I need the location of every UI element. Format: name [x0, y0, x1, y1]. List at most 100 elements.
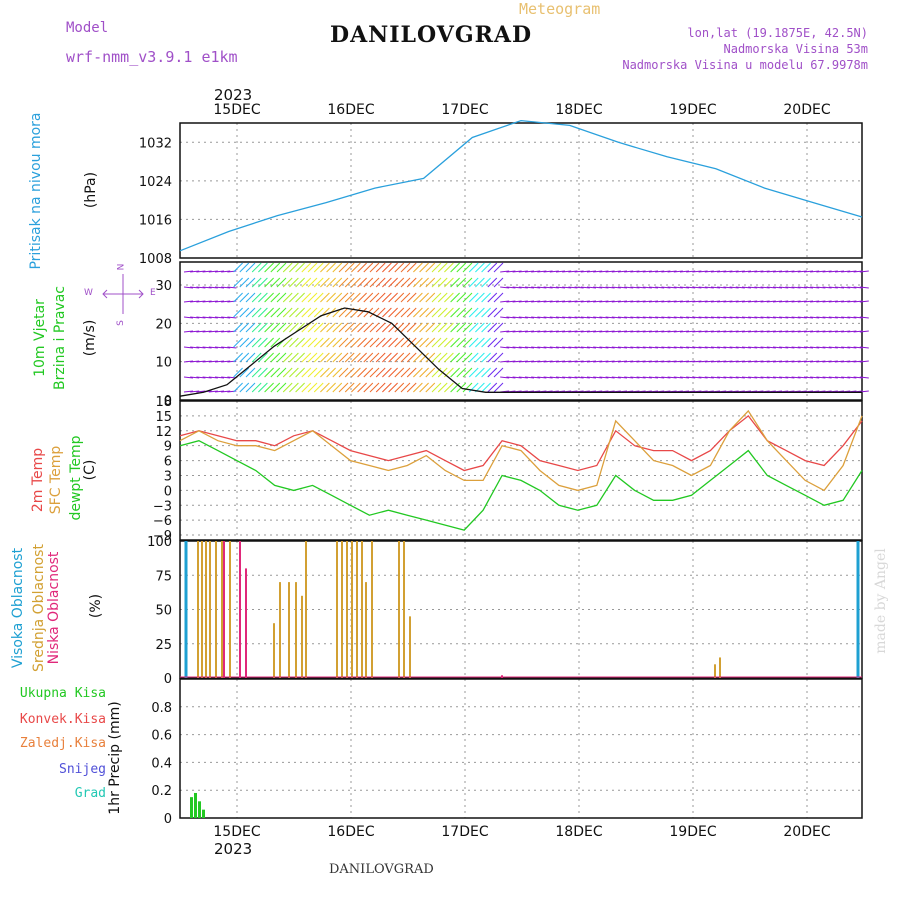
wind-vector — [493, 352, 504, 363]
wind-vector — [338, 337, 349, 348]
wind-vector — [425, 367, 436, 378]
date-label-bottom: 19DEC — [669, 824, 716, 840]
wind-vector — [450, 277, 460, 288]
date-label-bottom: 18DEC — [555, 824, 602, 840]
wind-vector — [289, 337, 299, 348]
wind-vector — [636, 316, 646, 319]
precip-legend-freezing: Zaledj.Kisa — [19, 736, 106, 751]
wind-vector — [803, 346, 814, 349]
wind-vector — [245, 277, 256, 288]
wind-vector — [233, 382, 243, 393]
wind-vector — [729, 376, 739, 379]
wind-vector — [357, 337, 367, 348]
wind-vector — [264, 277, 274, 288]
wind-vector — [475, 337, 485, 348]
wind-vector — [543, 346, 553, 349]
wind-vector — [332, 292, 343, 303]
wind-vector — [586, 330, 597, 333]
wind-vector — [295, 337, 305, 348]
wind-vector — [375, 367, 386, 378]
wind-vector — [481, 262, 491, 273]
wind-vector — [251, 277, 262, 288]
wind-vector — [859, 346, 869, 349]
wind-vector — [245, 292, 256, 303]
temp-sfc-line — [179, 409, 863, 492]
wind-vector — [655, 376, 665, 379]
wind-vector — [344, 322, 355, 333]
wind-vector — [357, 277, 367, 288]
precip-legend-total: Ukupna Kisa — [19, 686, 106, 701]
wind-vector — [382, 292, 392, 303]
wind-vector — [338, 292, 349, 303]
wind-vector — [549, 360, 559, 363]
wind-vector — [853, 270, 863, 273]
wind-vector — [599, 346, 609, 349]
wind-vector — [419, 262, 429, 273]
wind-vector — [524, 376, 535, 379]
wind-vector — [624, 360, 634, 363]
wind-vector — [779, 270, 789, 273]
wind-vector — [289, 367, 299, 378]
wind-vector — [326, 367, 336, 378]
wind-vector — [419, 367, 429, 378]
wind-vector — [785, 286, 795, 289]
wind-vector — [425, 382, 436, 393]
wind-vector — [369, 352, 380, 363]
wind-vector — [847, 360, 857, 363]
wind-vector — [332, 337, 343, 348]
wind-vector — [636, 330, 646, 333]
wind-vector — [537, 286, 547, 289]
wind-vector — [760, 346, 770, 349]
wind-vector — [425, 337, 436, 348]
wind-vector — [196, 360, 206, 363]
wind-vector — [282, 322, 293, 333]
wind-vector — [258, 262, 268, 273]
wind-vector — [493, 382, 504, 393]
wind-vector — [320, 262, 330, 273]
wind-vector — [518, 270, 528, 273]
wind-vector — [406, 352, 417, 363]
wind-vector — [524, 300, 535, 303]
wind-vector — [233, 322, 243, 333]
wind-vector — [289, 307, 299, 318]
wind-vector — [785, 300, 795, 303]
wind-vector — [847, 330, 857, 333]
wind-vector — [351, 322, 361, 333]
wind-vector — [810, 270, 820, 273]
wind-vector — [456, 292, 467, 303]
wind-vector — [506, 270, 516, 273]
wind-vector — [655, 346, 665, 349]
wind-vector — [493, 277, 504, 288]
wind-vector — [543, 300, 553, 303]
wind-vector — [549, 376, 559, 379]
wind-vector — [183, 286, 194, 289]
wind-vector — [735, 300, 745, 303]
wind-vector — [388, 262, 398, 273]
wind-vector — [493, 307, 504, 318]
wind-vector — [816, 360, 826, 363]
wind-vector — [692, 316, 702, 319]
wind-vector — [369, 277, 380, 288]
wind-vector — [834, 316, 845, 319]
wind-vector — [202, 376, 212, 379]
wind-vector — [431, 382, 442, 393]
wind-vector — [803, 376, 814, 379]
wind-vector — [251, 292, 262, 303]
wind-vector — [593, 286, 603, 289]
wind-vector — [276, 307, 287, 318]
wind-vector — [642, 346, 652, 349]
wind-vector — [258, 367, 268, 378]
wind-vector — [444, 352, 454, 363]
wind-vector — [326, 322, 336, 333]
wind-vector — [208, 316, 218, 319]
wind-vector — [704, 376, 714, 379]
wind-vector — [332, 382, 343, 393]
wind-vector — [543, 360, 553, 363]
wind-vector — [475, 352, 485, 363]
wind-vector — [202, 270, 212, 273]
wind-vector — [344, 277, 355, 288]
wind-vector — [667, 360, 677, 363]
wind-vector — [847, 346, 857, 349]
wind-vector — [624, 376, 634, 379]
wind-vector — [723, 270, 733, 273]
